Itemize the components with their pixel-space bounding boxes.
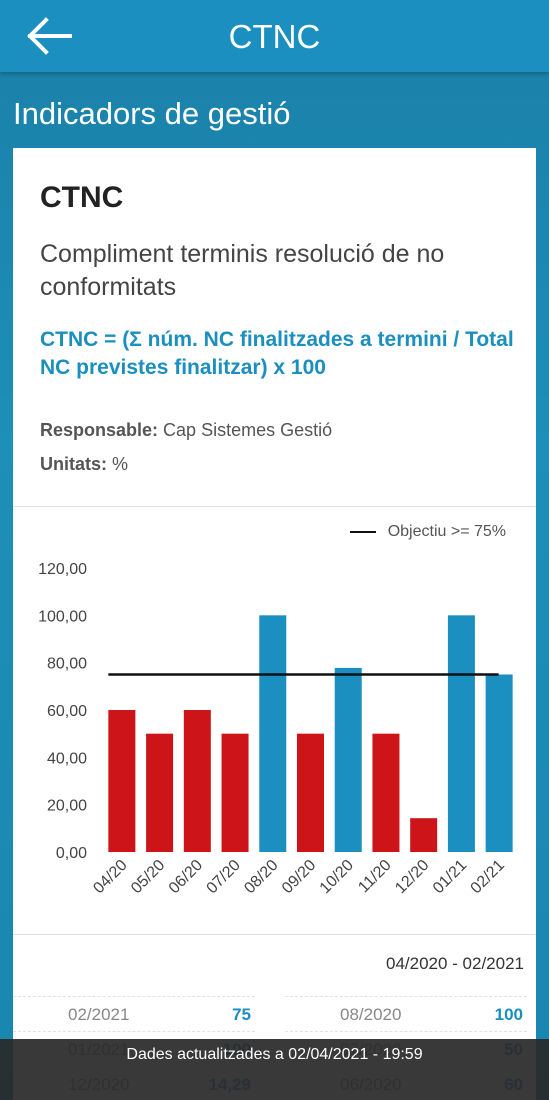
bar[interactable] <box>447 615 475 852</box>
x-tick-label: 02/21 <box>468 857 508 897</box>
x-tick-label: 01/21 <box>430 857 470 897</box>
x-tick-label: 07/20 <box>204 857 244 897</box>
x-tick-label: 12/20 <box>392 857 432 897</box>
bar-chart: 0,00 20,00 40,00 60,00 80,00 100,00 120,00 04/2… <box>38 561 513 897</box>
bar[interactable] <box>183 710 211 852</box>
chart-legend: Objectiu >= 75% <box>349 523 506 541</box>
period-range: 04/2020 - 02/2021 <box>385 954 524 973</box>
back-button[interactable] <box>22 14 76 58</box>
row-date: 02/2021 <box>68 1005 130 1024</box>
x-tick-label: 06/20 <box>166 857 206 897</box>
y-tick-label: 100,00 <box>38 608 87 625</box>
x-tick-label: 08/20 <box>241 857 281 897</box>
x-tick-label: 04/20 <box>90 857 130 897</box>
responsable-label: Responsable: <box>40 420 159 440</box>
unitats-label: Unitats: <box>40 454 107 474</box>
x-tick-label: 10/20 <box>317 857 357 897</box>
y-tick-label: 60,00 <box>47 703 87 720</box>
snackbar: Dades actualitzades a 02/04/2021 - 19:59 <box>0 1039 549 1100</box>
arrow-left-icon <box>27 17 72 55</box>
x-tick-label: 09/20 <box>279 857 319 897</box>
unitats-row: Unitats: % <box>40 454 128 475</box>
responsable-value: Cap Sistemes Gestió <box>163 420 333 440</box>
bar[interactable] <box>410 818 438 852</box>
row-value: 75 <box>232 1005 251 1024</box>
legend-label: Objectiu >= 75% <box>387 523 506 540</box>
bar[interactable] <box>146 733 174 852</box>
indicator-formula: CTNC = (Σ núm. NC finalitzades a termini… <box>40 328 514 379</box>
indicator-code: CTNC <box>40 181 124 214</box>
y-tick-label: 80,00 <box>47 656 87 673</box>
x-tick-label: 05/20 <box>128 857 168 897</box>
bar[interactable] <box>259 615 287 852</box>
y-tick-label: 40,00 <box>47 750 87 767</box>
bar[interactable] <box>221 733 249 852</box>
bar[interactable] <box>485 674 513 853</box>
legend-target-line <box>349 531 376 533</box>
divider <box>13 506 536 507</box>
y-tick-label: 120,00 <box>38 561 87 578</box>
indicator-card: CTNC Compliment terminis resolució de no… <box>13 148 536 1100</box>
section-title: Indicadors de gestió <box>13 96 291 131</box>
y-tick-label: 20,00 <box>47 798 87 815</box>
app-bar: CTNC <box>0 0 549 72</box>
bar[interactable] <box>108 710 136 852</box>
indicator-description: Compliment terminis resolució de no conf… <box>40 240 445 301</box>
bar[interactable] <box>372 733 400 852</box>
row-value: 100 <box>494 1005 523 1024</box>
divider <box>13 934 536 935</box>
responsable-row: Responsable: Cap Sistemes Gestió <box>40 420 332 441</box>
app-bar-title: CTNC <box>228 18 321 55</box>
table-row: 02/2021 75 <box>13 996 255 1031</box>
bar[interactable] <box>334 667 362 852</box>
unitats-value: % <box>112 454 129 474</box>
x-tick-label: 11/20 <box>355 857 395 897</box>
bar[interactable] <box>297 733 324 852</box>
y-tick-label: 0,00 <box>56 845 87 862</box>
table-row: 08/2020 100 <box>285 996 527 1031</box>
row-date: 08/2020 <box>340 1005 402 1024</box>
